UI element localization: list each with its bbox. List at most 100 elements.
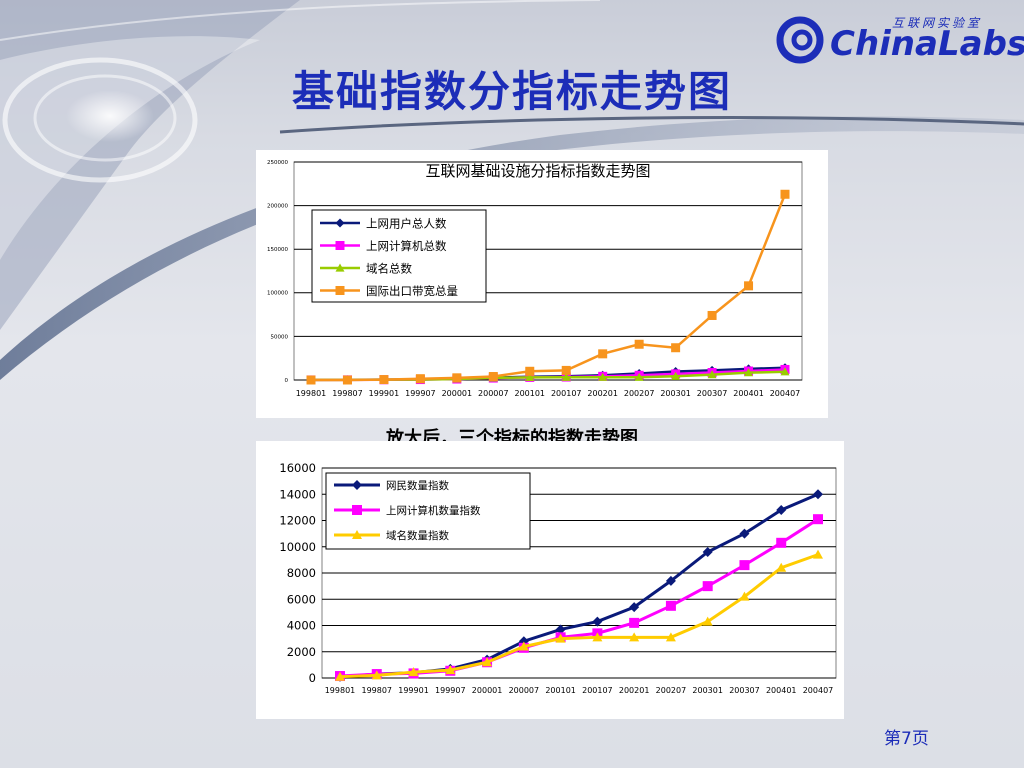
data-point: [671, 371, 681, 380]
data-point: [665, 632, 676, 642]
series-line-4: [311, 193, 787, 382]
x-tick-label: 200407: [770, 389, 801, 398]
legend-label: 上网计算机数量指数: [386, 504, 481, 517]
x-tick-label: 200101: [514, 389, 545, 398]
slide-title: 基础指数分指标走势图: [291, 67, 732, 116]
x-tick-label: 199901: [369, 389, 400, 398]
x-tick-label: 200307: [729, 686, 760, 695]
x-tick-label: 199801: [296, 389, 327, 398]
x-tick-label: 200301: [660, 389, 691, 398]
data-point: [739, 560, 750, 571]
data-point: [371, 670, 382, 680]
legend-marker: [352, 480, 362, 490]
data-point: [671, 343, 681, 353]
page-number: 第7页: [884, 729, 929, 749]
legend-marker: [335, 286, 345, 295]
y-tick-label: 0: [309, 671, 316, 685]
y-tick-label: 0: [285, 378, 289, 384]
x-tick-label: 200207: [656, 686, 687, 695]
chart-title: 互联网基础设施分指标指数走势图: [425, 162, 650, 180]
y-tick-label: 6000: [287, 592, 316, 606]
y-tick-label: 12000: [279, 514, 316, 528]
data-point: [408, 667, 419, 677]
x-tick-label: 200007: [509, 686, 540, 695]
y-tick-label: 14000: [279, 487, 316, 501]
data-point: [335, 671, 345, 681]
x-tick-label: 199907: [405, 389, 436, 398]
data-point: [452, 373, 462, 383]
data-point: [776, 505, 787, 515]
data-point: [702, 547, 713, 557]
data-point: [518, 641, 529, 651]
data-point: [665, 575, 676, 586]
data-point: [561, 365, 571, 375]
data-point: [555, 633, 566, 643]
x-tick-label: 199907: [435, 686, 466, 695]
x-tick-label: 200107: [551, 389, 582, 398]
data-point: [813, 489, 823, 500]
data-point: [306, 375, 316, 385]
data-point: [634, 339, 644, 349]
x-tick-label: 199807: [361, 686, 392, 695]
y-tick-label: 250000: [267, 160, 288, 166]
legend-marker: [352, 505, 362, 515]
logo-mark-icon: [776, 16, 824, 64]
data-point: [379, 375, 389, 385]
x-tick-label: 200007: [478, 389, 509, 398]
x-tick-label: 200001: [442, 389, 473, 398]
data-point: [561, 372, 571, 381]
data-point: [780, 367, 790, 376]
data-point: [776, 562, 787, 572]
chart1-svg: 0 50000 100000 150000 200000 250000 199801 1998…: [267, 160, 803, 398]
data-point: [776, 537, 787, 548]
data-point: [702, 581, 713, 592]
chinalabs-logo: 互联网实验室 ChinaLabs: [776, 10, 1024, 70]
x-tick-label: 200307: [697, 389, 728, 398]
data-point: [702, 616, 713, 626]
x-tick-label: 200201: [619, 686, 650, 695]
x-tick-label: 200001: [472, 686, 503, 695]
x-tick-label: 200101: [545, 686, 576, 695]
y-tick-label: 16000: [279, 461, 316, 475]
x-tick-label: 200207: [624, 389, 655, 398]
x-tick-label: 200201: [587, 389, 618, 398]
data-point: [813, 514, 823, 525]
x-tick-label: 200407: [803, 686, 834, 695]
series-line-3: [339, 553, 819, 679]
data-point: [744, 368, 754, 377]
x-tick-label: 200401: [766, 686, 797, 695]
data-point: [445, 665, 456, 675]
y-tick-label: 100000: [267, 291, 288, 297]
data-point: [592, 616, 603, 627]
x-tick-label: 200301: [692, 686, 723, 695]
x-tick-label: 200107: [582, 686, 613, 695]
legend-label: 网民数量指数: [386, 479, 449, 492]
y-tick-label: 150000: [267, 247, 288, 253]
chart-infrastructure-index: 0 50000 100000 150000 200000 250000 199801 1998…: [256, 150, 828, 418]
data-point: [592, 632, 603, 642]
data-point: [744, 281, 754, 291]
data-point: [555, 624, 566, 635]
data-point: [629, 602, 640, 613]
y-tick-label: 200000: [267, 204, 288, 210]
x-tick-label: 199901: [398, 686, 429, 695]
y-tick-label: 2000: [287, 645, 316, 659]
data-point: [707, 370, 717, 379]
data-point: [342, 375, 352, 385]
data-point: [629, 632, 640, 642]
data-point: [525, 372, 535, 381]
logo-english-text: ChinaLabs: [830, 24, 1024, 64]
data-point: [525, 366, 535, 376]
logo-chinese-text: 互联网实验室: [892, 16, 983, 30]
legend-label: 域名数量指数: [386, 529, 449, 542]
legend-label: 域名总数: [366, 261, 412, 275]
data-point: [598, 349, 608, 359]
data-point: [488, 372, 498, 382]
legend-marker: [335, 218, 345, 228]
y-tick-label: 10000: [279, 540, 316, 554]
x-tick-label: 200401: [733, 389, 764, 398]
data-point: [813, 549, 823, 559]
legend-marker: [352, 530, 362, 539]
x-tick-label: 199801: [325, 686, 356, 695]
